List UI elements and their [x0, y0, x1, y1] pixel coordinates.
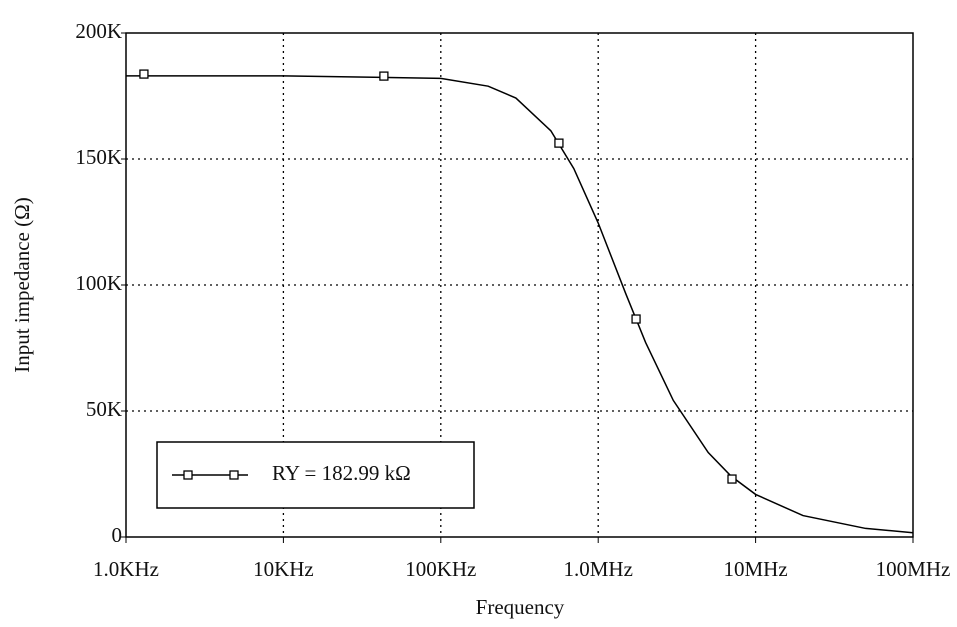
plot-frame: [125, 32, 914, 538]
y-axis-label: Input impedance (Ω): [10, 197, 34, 372]
y-tick-label: 0: [112, 523, 123, 547]
data-marker: [139, 69, 149, 79]
legend-label: RY = 182.99 kΩ: [272, 461, 411, 485]
data-marker: [631, 314, 641, 324]
series-line: [126, 75, 914, 534]
x-tick-label: 10MHz: [724, 557, 788, 581]
x-tick-label: 1.0MHz: [563, 557, 632, 581]
data-marker: [379, 71, 389, 81]
y-tick-label: 100K: [75, 271, 122, 295]
legend-marker: [229, 470, 239, 480]
x-axis-label: Frequency: [476, 595, 565, 619]
x-tick-label: 100MHz: [876, 557, 951, 581]
y-tick-label: 50K: [86, 397, 122, 421]
x-tick-label: 100KHz: [405, 557, 476, 581]
y-tick-label: 150K: [75, 145, 122, 169]
x-tick-label: 10KHz: [253, 557, 314, 581]
y-tick-label: 200K: [75, 19, 122, 43]
data-marker: [727, 474, 737, 484]
data-marker: [554, 138, 564, 148]
x-tick-label: 1.0KHz: [93, 557, 159, 581]
legend-marker: [183, 470, 193, 480]
